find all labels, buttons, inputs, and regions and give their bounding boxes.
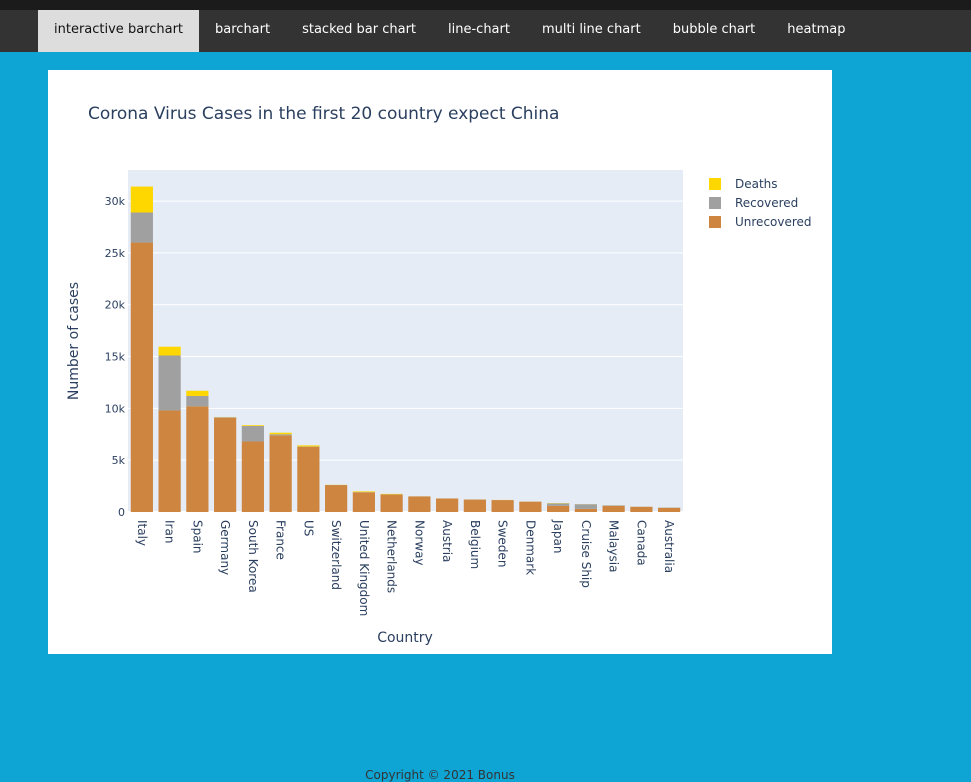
x-tick-label: Netherlands bbox=[385, 520, 399, 593]
y-tick-label: 0 bbox=[118, 506, 125, 519]
nav-spacer bbox=[0, 10, 38, 52]
bar-recovered-italy[interactable] bbox=[131, 212, 153, 242]
bar-unrecovered-france[interactable] bbox=[270, 435, 292, 512]
bar-unrecovered-us[interactable] bbox=[297, 447, 319, 512]
x-tick-label: France bbox=[274, 520, 288, 560]
x-tick-label: US bbox=[301, 520, 315, 536]
x-tick-label: Italy bbox=[135, 520, 149, 546]
x-tick-label: South Korea bbox=[246, 520, 260, 593]
tab-bubble-chart[interactable]: bubble chart bbox=[657, 10, 772, 52]
bar-unrecovered-netherlands[interactable] bbox=[381, 494, 403, 512]
legend-swatch bbox=[709, 216, 721, 228]
legend-swatch bbox=[709, 197, 721, 209]
legend-label: Deaths bbox=[735, 177, 778, 191]
x-tick-label: United Kingdom bbox=[357, 520, 371, 616]
legend-label: Recovered bbox=[735, 196, 798, 210]
x-tick-label: Japan bbox=[551, 519, 565, 553]
x-tick-label: Australia bbox=[662, 520, 676, 573]
bar-unrecovered-canada[interactable] bbox=[630, 507, 652, 512]
y-tick-label: 20k bbox=[105, 299, 126, 312]
bar-unrecovered-iran[interactable] bbox=[159, 410, 181, 512]
bar-unrecovered-spain[interactable] bbox=[186, 406, 208, 512]
legend[interactable]: Deaths Recovered Unrecovered bbox=[709, 177, 812, 229]
x-axis-ticks: Italy Iran Spain Germany South Korea France US… bbox=[135, 519, 676, 616]
chart-title: Corona Virus Cases in the first 20 count… bbox=[88, 104, 559, 124]
bar-unrecovered-australia[interactable] bbox=[658, 508, 680, 512]
bar-unrecovered-belgium[interactable] bbox=[464, 500, 486, 512]
bar-unrecovered-austria[interactable] bbox=[436, 499, 458, 512]
y-tick-label: 5k bbox=[112, 454, 126, 467]
legend-swatch bbox=[709, 178, 721, 190]
x-tick-label: Germany bbox=[218, 520, 232, 575]
bar-recovered-south-korea[interactable] bbox=[242, 426, 264, 442]
bar-deaths-us[interactable] bbox=[297, 445, 319, 446]
bar-deaths-united-kingdom[interactable] bbox=[353, 491, 375, 492]
tab-stacked-bar-chart[interactable]: stacked bar chart bbox=[286, 10, 432, 52]
plot-area bbox=[128, 170, 683, 512]
bar-unrecovered-cruise-ship[interactable] bbox=[575, 509, 597, 512]
bar-recovered-germany[interactable] bbox=[214, 417, 236, 418]
y-axis-ticks: 0 5k 10k 15k 20k 25k 30k bbox=[105, 195, 126, 519]
tab-interactive-barchart[interactable]: interactive barchart bbox=[38, 10, 199, 52]
bar-unrecovered-japan[interactable] bbox=[547, 506, 569, 512]
x-tick-label: Canada bbox=[634, 520, 648, 566]
tab-line-chart[interactable]: line-chart bbox=[432, 10, 526, 52]
bar-recovered-japan[interactable] bbox=[547, 503, 569, 505]
x-tick-label: Denmark bbox=[523, 520, 537, 575]
bar-unrecovered-norway[interactable] bbox=[408, 496, 430, 512]
tab-multi-line-chart[interactable]: multi line chart bbox=[526, 10, 657, 52]
bar-recovered-france[interactable] bbox=[270, 434, 292, 435]
bar-unrecovered-switzerland[interactable] bbox=[325, 485, 347, 512]
bar-deaths-france[interactable] bbox=[270, 433, 292, 435]
x-tick-label: Iran bbox=[163, 520, 177, 543]
bar-unrecovered-germany[interactable] bbox=[214, 418, 236, 512]
tab-heatmap[interactable]: heatmap bbox=[771, 10, 861, 52]
bar-unrecovered-malaysia[interactable] bbox=[603, 506, 625, 512]
bar-recovered-iran[interactable] bbox=[159, 356, 181, 411]
bar-recovered-spain[interactable] bbox=[186, 396, 208, 406]
bar-recovered-cruise-ship[interactable] bbox=[575, 504, 597, 509]
y-axis-label: Number of cases bbox=[66, 282, 82, 400]
legend-item-deaths[interactable]: Deaths bbox=[709, 177, 778, 191]
chart-card: Corona Virus Cases in the first 20 count… bbox=[48, 70, 832, 654]
y-tick-label: 15k bbox=[105, 351, 126, 364]
bar-unrecovered-united-kingdom[interactable] bbox=[353, 492, 375, 512]
footer-copyright: Copyright © 2021 Bonus bbox=[0, 768, 880, 782]
x-tick-label: Austria bbox=[440, 520, 454, 562]
bar-deaths-iran[interactable] bbox=[159, 347, 181, 356]
top-strip bbox=[0, 0, 971, 10]
stacked-bar-chart: Corona Virus Cases in the first 20 count… bbox=[48, 70, 832, 654]
x-tick-label: Sweden bbox=[496, 520, 510, 567]
bar-deaths-italy[interactable] bbox=[131, 187, 153, 213]
x-tick-label: Spain bbox=[190, 520, 204, 554]
legend-label: Unrecovered bbox=[735, 215, 812, 229]
x-tick-label: Norway bbox=[412, 520, 426, 566]
legend-item-recovered[interactable]: Recovered bbox=[709, 196, 798, 210]
y-tick-label: 25k bbox=[105, 247, 126, 260]
tab-navbar: interactive barchart barchart stacked ba… bbox=[0, 10, 971, 52]
legend-item-unrecovered[interactable]: Unrecovered bbox=[709, 215, 812, 229]
bar-deaths-spain[interactable] bbox=[186, 391, 208, 396]
x-tick-label: Switzerland bbox=[329, 520, 343, 590]
bar-deaths-south-korea[interactable] bbox=[242, 425, 264, 426]
bar-unrecovered-italy[interactable] bbox=[131, 243, 153, 512]
x-tick-label: Belgium bbox=[468, 520, 482, 569]
x-axis-label: Country bbox=[377, 630, 433, 646]
bar-unrecovered-sweden[interactable] bbox=[492, 500, 514, 512]
x-tick-label: Malaysia bbox=[607, 520, 621, 572]
x-tick-label: Cruise Ship bbox=[579, 520, 593, 588]
y-tick-label: 30k bbox=[105, 195, 126, 208]
bar-unrecovered-denmark[interactable] bbox=[519, 502, 541, 512]
y-tick-label: 10k bbox=[105, 402, 126, 415]
bar-unrecovered-south-korea[interactable] bbox=[242, 442, 264, 512]
tab-barchart[interactable]: barchart bbox=[199, 10, 286, 52]
